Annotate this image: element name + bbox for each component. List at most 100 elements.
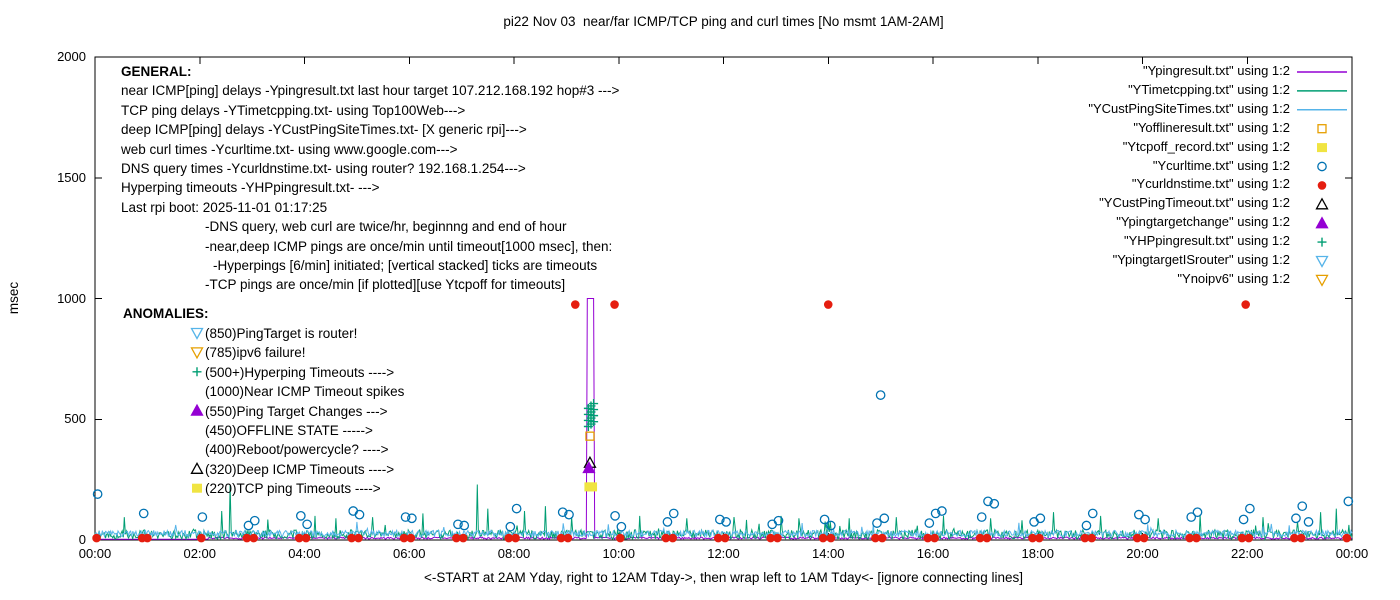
marker-Ycurltime.txt bbox=[662, 517, 673, 527]
marker-Ycurltime.txt bbox=[1029, 517, 1039, 527]
legend-sample-triangle-up-open bbox=[1315, 197, 1329, 210]
marker-Ycurltime.txt bbox=[668, 508, 679, 519]
marker-Ycurltime.txt bbox=[875, 390, 886, 400]
marker-Ycurldnstime.txt bbox=[1139, 533, 1149, 543]
marker-Ycurltime.txt bbox=[1081, 520, 1092, 531]
marker-Ycurltime.txt bbox=[1087, 508, 1098, 519]
marker-Ycurldnstime.txt bbox=[610, 300, 619, 309]
marker-Ycurldnstime.txt bbox=[720, 533, 730, 543]
marker-Ycurltime.txt bbox=[138, 508, 149, 519]
marker-Ycurldnstime.txt bbox=[301, 533, 311, 543]
series-line-Ypingresult.txt bbox=[95, 298, 1353, 540]
marker-Ycurldnstime.txt bbox=[458, 533, 468, 543]
marker-Ycurldnstime.txt bbox=[1035, 533, 1044, 543]
marker-Ycurltime.txt bbox=[1303, 517, 1314, 527]
marker-Ycurldnstime.txt bbox=[877, 533, 887, 543]
marker-Ycurltime.txt bbox=[930, 508, 941, 519]
legend-sample-plus bbox=[1317, 237, 1327, 247]
marker-Ycurldnstime.txt bbox=[1241, 300, 1250, 309]
marker-Ycurltime.txt bbox=[1035, 513, 1046, 524]
marker-Ycurltime.txt bbox=[459, 520, 470, 531]
marker-Ycurltime.txt bbox=[557, 507, 568, 518]
marker-Ycurltime.txt bbox=[1238, 514, 1249, 525]
marker-Ycurldnstime.txt bbox=[982, 533, 992, 543]
marker-Ycurltime.txt bbox=[407, 513, 417, 524]
axis-frame bbox=[94, 56, 1353, 541]
marker-Ycurldnstime.txt bbox=[406, 533, 416, 543]
marker-Ycurltime.txt bbox=[453, 519, 463, 530]
series-line-YCustPingSiteTimes.txt bbox=[94, 521, 1353, 539]
chart-title: pi22 Nov 03 near/far ICMP/TCP ping and c… bbox=[503, 14, 944, 29]
marker-Ycurltime.txt bbox=[872, 518, 882, 528]
marker-Ycurldnstime.txt bbox=[249, 533, 258, 543]
marker-Ycurltime.txt bbox=[348, 506, 359, 516]
marker-Ycurldnstime.txt bbox=[826, 533, 836, 543]
marker-Ycurltime.txt bbox=[1140, 514, 1150, 525]
marker-Ycurltime.txt bbox=[767, 519, 778, 530]
y-axis-label: msec bbox=[6, 281, 21, 315]
marker-Ycurldnstime.txt bbox=[1192, 533, 1201, 543]
marker-Ycurltime.txt bbox=[1297, 501, 1308, 512]
marker-Ycurltime.txt bbox=[1343, 496, 1354, 507]
anomaly-marker-triangle-up-filled bbox=[190, 403, 204, 416]
marker-Ycurldnstime.txt bbox=[1342, 533, 1352, 543]
marker-Ycurldnstime.txt bbox=[1087, 533, 1096, 543]
marker-Ycurldnstime.txt bbox=[570, 300, 580, 309]
anomaly-marker-plus bbox=[192, 367, 202, 377]
marker-Ycurltime.txt bbox=[1291, 513, 1301, 524]
marker-Ycurltime.txt bbox=[354, 509, 365, 520]
marker-Ycurldnstime.txt bbox=[1244, 533, 1254, 543]
legend-sample-triangle-up-filled bbox=[1315, 216, 1329, 229]
anomaly-marker-triangle-down-open bbox=[190, 327, 204, 340]
marker-Ycurldnstime.txt bbox=[354, 533, 363, 543]
marker-Ycurldnstime.txt bbox=[1296, 533, 1306, 543]
marker-Ycurltime.txt bbox=[826, 520, 836, 531]
marker-Ycurldnstime.txt bbox=[773, 533, 782, 543]
marker-Ycurltime.txt bbox=[243, 520, 254, 531]
marker-Ycurltime.txt bbox=[937, 506, 947, 516]
marker-Ycurltime.txt bbox=[92, 489, 103, 499]
marker-Ycurltime.txt bbox=[616, 521, 627, 532]
marker-Ycurldnstime.txt bbox=[197, 533, 206, 543]
marker-Ycurldnstime.txt bbox=[563, 533, 573, 543]
anomaly-marker-square-filled bbox=[192, 483, 202, 493]
marker-Ycurldnstime.txt bbox=[668, 533, 677, 543]
marker-Ycurltime.txt bbox=[721, 517, 731, 527]
legend-sample-circle-filled bbox=[1317, 181, 1327, 190]
marker-Ycurldnstime.txt bbox=[616, 533, 625, 543]
marker-Ycurldnstime.txt bbox=[818, 533, 828, 543]
marker-Ycurltime.txt bbox=[1245, 503, 1255, 514]
marker-Ycurldnstime.txt bbox=[823, 300, 833, 309]
marker-Ycurltime.txt bbox=[879, 513, 890, 524]
marker-Ycurltime.txt bbox=[1192, 507, 1203, 518]
marker-Ytcpoff_record.txt bbox=[587, 482, 598, 492]
legend-sample-triangle-down-open bbox=[1315, 274, 1329, 287]
marker-Ycurltime.txt bbox=[924, 518, 935, 528]
marker-Ycurltime.txt bbox=[989, 498, 1000, 509]
marker-Ycurltime.txt bbox=[302, 519, 312, 530]
marker-Ycurltime.txt bbox=[1133, 509, 1144, 520]
marker-Ycurltime.txt bbox=[773, 515, 784, 526]
marker-Ycurltime.txt bbox=[249, 515, 260, 526]
marker-Ycurltime.txt bbox=[505, 521, 516, 532]
legend-sample-circle-open bbox=[1317, 161, 1327, 172]
legend-sample-square-open bbox=[1317, 124, 1327, 134]
legend-sample-triangle-down-open bbox=[1315, 255, 1329, 268]
anomaly-marker-triangle-down-open bbox=[190, 347, 204, 360]
marker-Yofflineresult.txt bbox=[585, 431, 595, 441]
marker-Ycurltime.txt bbox=[295, 510, 306, 521]
marker-Ycurltime.txt bbox=[819, 514, 830, 525]
marker-Ycurltime.txt bbox=[400, 512, 411, 522]
marker-Ycurltime.txt bbox=[714, 514, 725, 525]
marker-Ycurltime.txt bbox=[1186, 512, 1197, 522]
marker-Ycurltime.txt bbox=[983, 496, 993, 507]
marker-Ycurldnstime.txt bbox=[92, 533, 101, 543]
marker-Ycurldnstime.txt bbox=[930, 533, 939, 543]
marker-Ycurltime.txt bbox=[197, 512, 208, 522]
marker-Ycurltime.txt bbox=[976, 512, 987, 522]
anomaly-marker-triangle-up-open bbox=[190, 461, 204, 474]
marker-Ycurldnstime.txt bbox=[511, 533, 520, 543]
marker-Ycurldnstime.txt bbox=[143, 533, 152, 543]
